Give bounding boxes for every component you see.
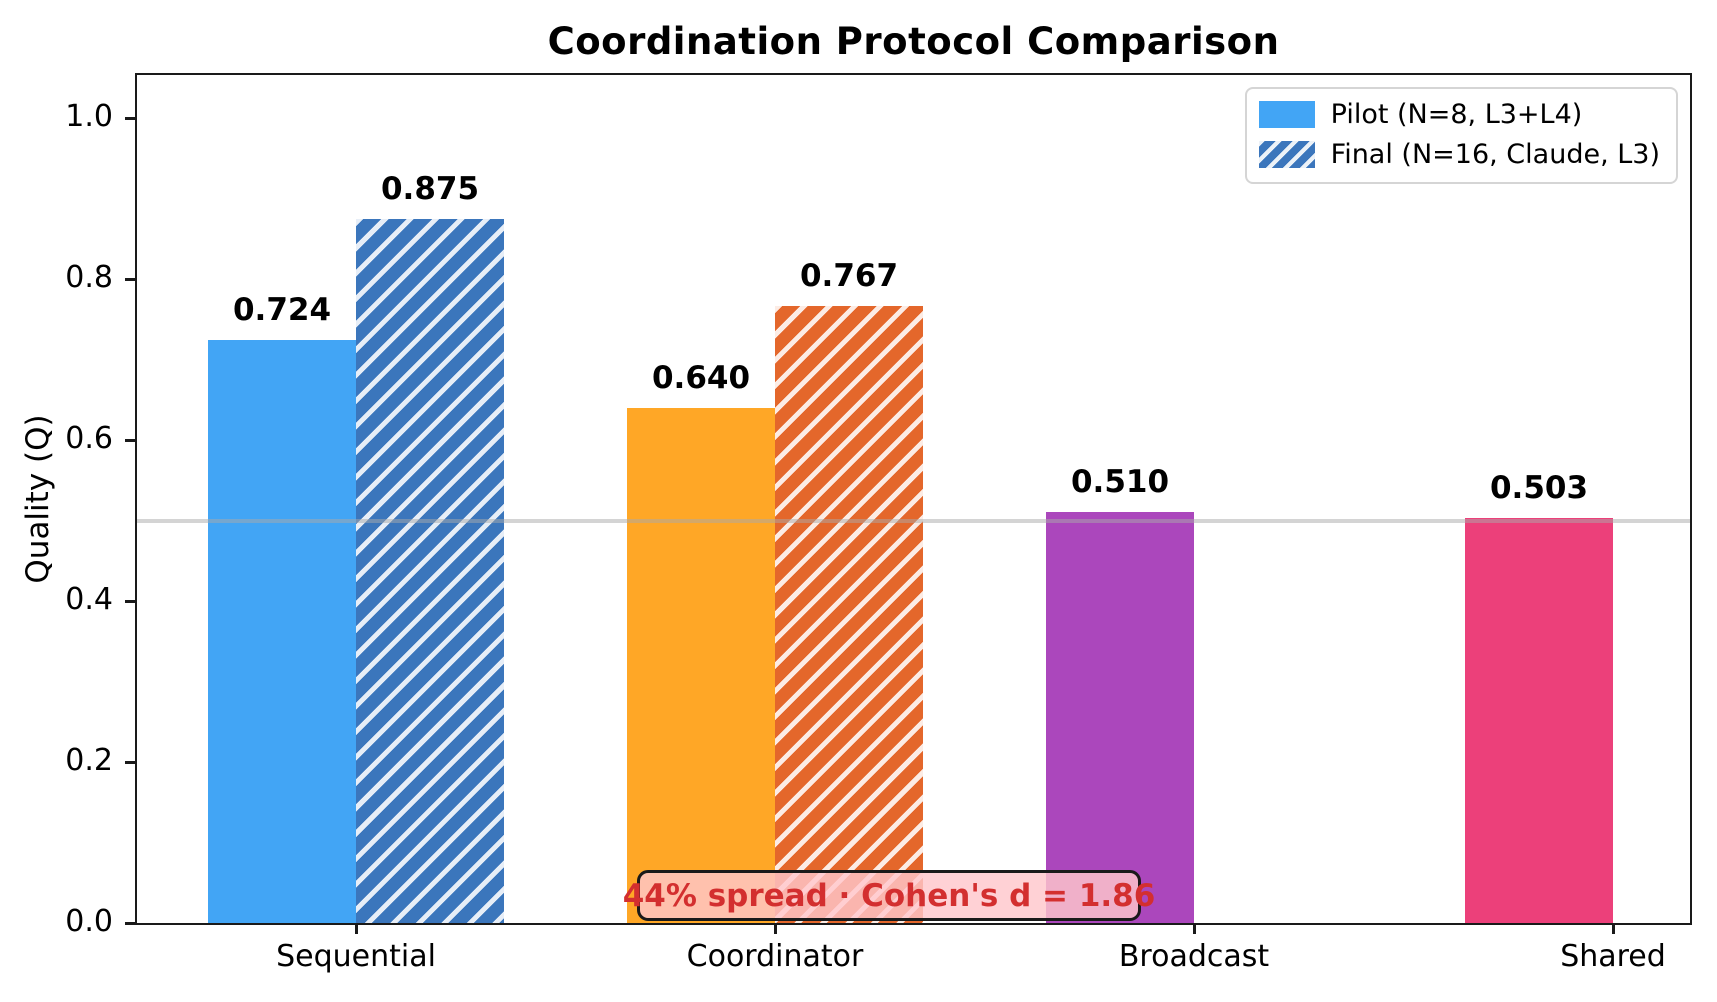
y-tick-label-0.8: 0.8 bbox=[65, 260, 113, 295]
plot-area: 0.724 0.875 0.640 0.767 0.510 0.503 Sequentia… bbox=[65, 73, 1692, 974]
bar-sequential-pilot bbox=[208, 340, 356, 923]
x-tick-label-sequential: Sequential bbox=[276, 939, 436, 974]
y-tick-label-0.0: 0.0 bbox=[65, 904, 113, 939]
chart-title: Coordination Protocol Comparison bbox=[547, 20, 1280, 63]
reference-line bbox=[137, 518, 1690, 523]
y-tick-label-0.6: 0.6 bbox=[65, 421, 113, 456]
legend-label-final: Final (N=16, Claude, L3) bbox=[1330, 139, 1660, 170]
value-label-shared-pilot: 0.503 bbox=[1489, 470, 1589, 506]
y-tick-0.0 bbox=[125, 921, 136, 925]
bar-coordinator-final bbox=[775, 306, 923, 923]
legend-swatch-final-icon bbox=[1258, 141, 1315, 168]
y-tick-0.6 bbox=[125, 438, 136, 442]
value-label-coordinator-final: 0.767 bbox=[799, 258, 899, 294]
annotation-text: 44% spread · Cohen's d = 1.86 bbox=[622, 877, 1156, 914]
value-label-coordinator-pilot: 0.640 bbox=[651, 360, 751, 396]
bar-coordinator-pilot bbox=[627, 408, 775, 923]
y-tick-0.4 bbox=[125, 599, 136, 603]
x-tick-label-coordinator: Coordinator bbox=[686, 939, 864, 974]
x-tick-sequential bbox=[355, 923, 358, 934]
y-tick-1.0 bbox=[125, 116, 136, 120]
x-tick-label-broadcast: Broadcast bbox=[1118, 939, 1270, 974]
legend-item-final: Final (N=16, Claude, L3) bbox=[1258, 139, 1660, 170]
legend-item-pilot: Pilot (N=8, L3+L4) bbox=[1258, 99, 1660, 130]
bar-shared-pilot bbox=[1465, 518, 1613, 923]
x-tick-shared bbox=[1612, 923, 1615, 934]
value-label-sequential-pilot: 0.724 bbox=[232, 292, 332, 328]
x-tick-coordinator bbox=[774, 923, 777, 934]
y-tick-label-1.0: 1.0 bbox=[65, 99, 113, 134]
bar-sequential-final bbox=[356, 219, 504, 923]
y-tick-0.8 bbox=[125, 277, 136, 281]
x-tick-label-shared: Shared bbox=[1560, 939, 1666, 974]
value-label-broadcast-pilot: 0.510 bbox=[1070, 464, 1170, 500]
bar-broadcast-pilot bbox=[1046, 512, 1194, 923]
legend-swatch-pilot-icon bbox=[1258, 101, 1315, 128]
y-tick-label-0.2: 0.2 bbox=[65, 743, 113, 778]
value-label-sequential-final: 0.875 bbox=[380, 171, 480, 207]
x-tick-broadcast bbox=[1193, 923, 1196, 934]
y-tick-label-0.4: 0.4 bbox=[65, 582, 113, 617]
legend: Pilot (N=8, L3+L4) Final (N=16, Claude, … bbox=[1244, 87, 1678, 184]
y-tick-0.2 bbox=[125, 760, 136, 764]
annotation-box: 44% spread · Cohen's d = 1.86 bbox=[623, 870, 1155, 921]
legend-label-pilot: Pilot (N=8, L3+L4) bbox=[1330, 99, 1583, 130]
